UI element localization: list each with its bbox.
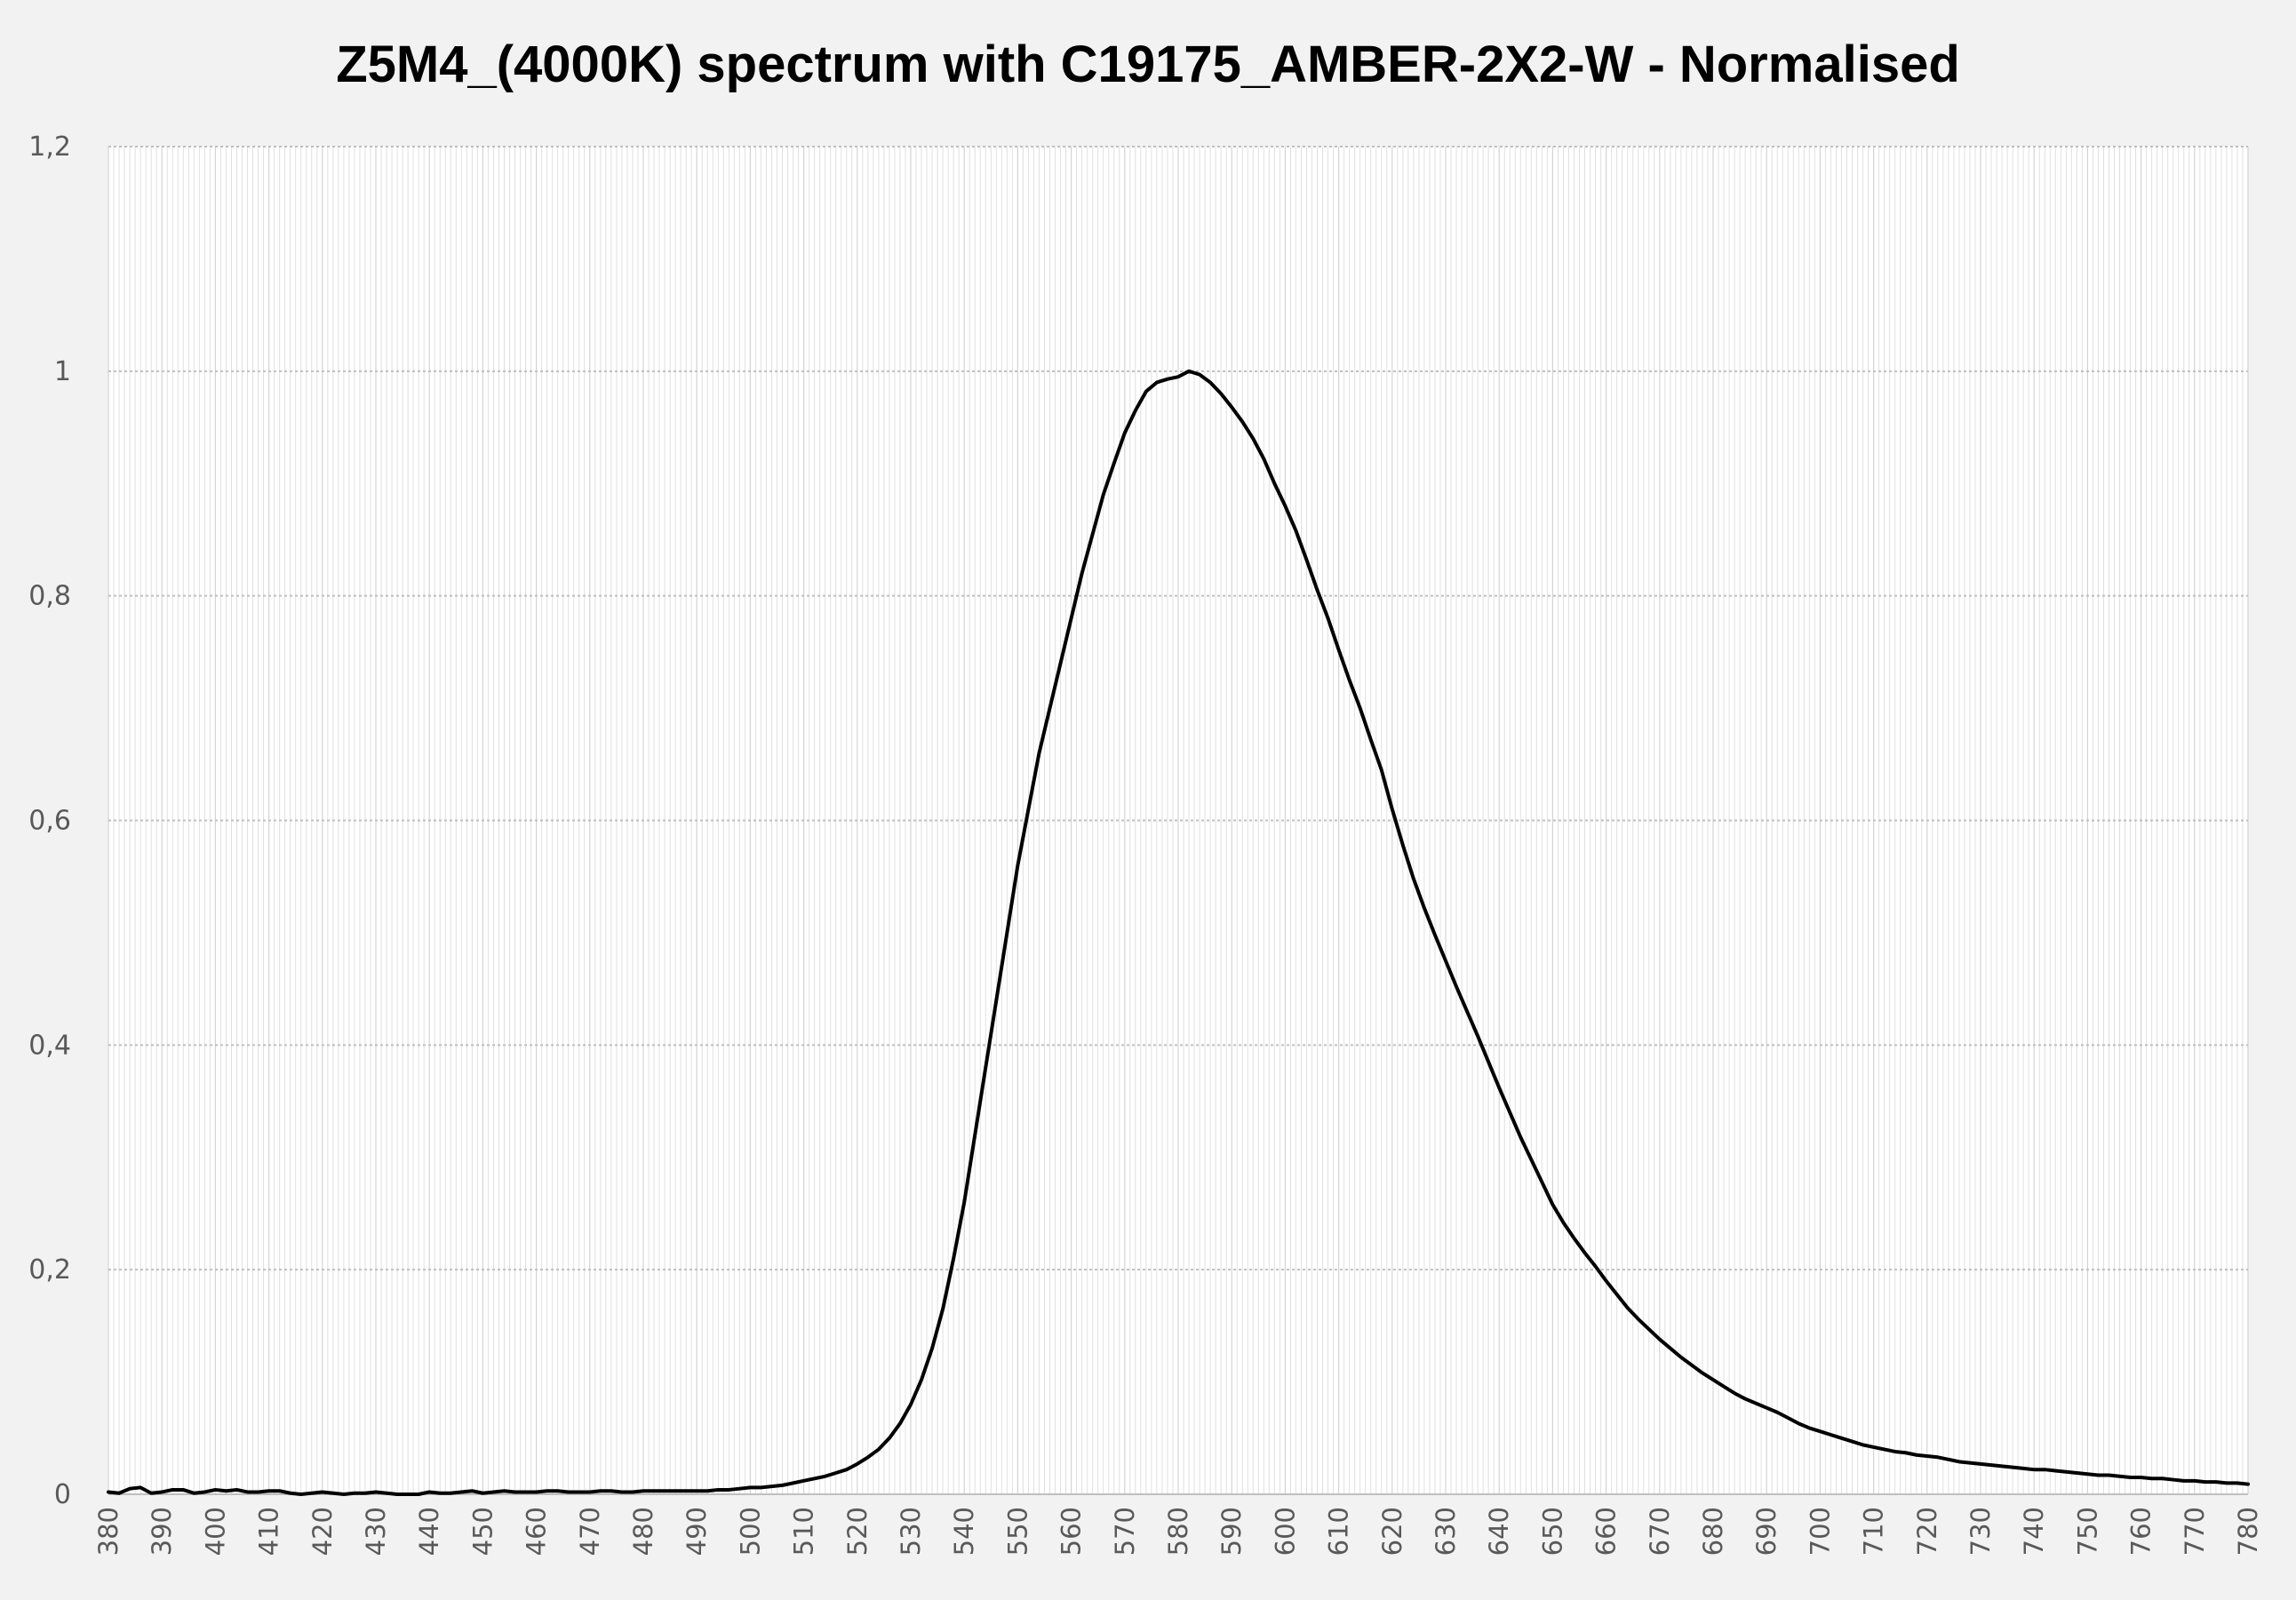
x-tick-label: 510 [789, 1507, 819, 1556]
series-line [107, 369, 2250, 1496]
y-axis-tick-labels: 0 0,2 0,4 0,6 0,8 1 1,2 [28, 131, 71, 1510]
x-tick-label: 720 [1912, 1507, 1942, 1556]
x-tick-label: 730 [1965, 1507, 1996, 1556]
x-tick-label: 400 [200, 1507, 230, 1556]
x-tick-label: 630 [1431, 1507, 1461, 1556]
x-tick-label: 780 [2233, 1507, 2263, 1556]
chart-title: Z5M4_(4000K) spectrum with C19175_AMBER-… [336, 36, 1960, 93]
x-tick-label: 760 [2126, 1507, 2156, 1556]
x-tick-label: 530 [896, 1507, 926, 1556]
x-tick-label: 460 [522, 1507, 552, 1556]
x-tick-label: 410 [254, 1507, 284, 1556]
y-tick-label: 0,8 [28, 581, 71, 612]
x-tick-label: 430 [361, 1507, 391, 1556]
x-tick-label: 420 [307, 1507, 338, 1556]
x-tick-label: 540 [949, 1507, 979, 1556]
x-tick-label: 710 [1859, 1507, 1889, 1556]
x-tick-label: 520 [842, 1507, 873, 1556]
x-tick-label: 700 [1805, 1507, 1835, 1556]
x-tick-label: 670 [1645, 1507, 1675, 1556]
y-tick-label: 0,6 [28, 806, 71, 837]
x-tick-label: 450 [467, 1507, 498, 1556]
y-tick-label: 1 [54, 356, 71, 387]
x-tick-label: 600 [1270, 1507, 1300, 1556]
x-tick-label: 770 [2180, 1507, 2210, 1556]
x-tick-label: 740 [2019, 1507, 2049, 1556]
x-tick-label: 620 [1377, 1507, 1407, 1556]
x-tick-label: 750 [2072, 1507, 2102, 1556]
x-tick-label: 590 [1216, 1507, 1247, 1556]
x-tick-label: 560 [1056, 1507, 1087, 1556]
x-tick-label: 490 [682, 1507, 712, 1556]
y-tick-label: 1,2 [28, 131, 71, 163]
x-tick-label: 480 [628, 1507, 658, 1556]
x-tick-label: 610 [1324, 1507, 1354, 1556]
x-tick-label: 390 [147, 1507, 177, 1556]
x-axis-tick-labels: 380 390 400 410 420 430 440 450 460 470 480 490 500 5… [93, 1507, 2263, 1556]
x-tick-label: 470 [575, 1507, 605, 1556]
x-tick-label: 640 [1484, 1507, 1514, 1556]
x-tick-label: 580 [1163, 1507, 1193, 1556]
x-tick-label: 570 [1110, 1507, 1140, 1556]
y-tick-label: 0,2 [28, 1254, 71, 1286]
major-gridlines [108, 146, 2249, 1494]
x-tick-label: 440 [414, 1507, 444, 1556]
x-tick-label: 660 [1591, 1507, 1622, 1556]
x-tick-label: 680 [1698, 1507, 1728, 1556]
x-tick-label: 650 [1537, 1507, 1567, 1556]
y-tick-label: 0 [54, 1479, 71, 1510]
x-tick-label: 690 [1751, 1507, 1782, 1556]
x-tick-label: 550 [1002, 1507, 1032, 1556]
x-tick-label: 380 [93, 1507, 124, 1556]
x-tick-label: 500 [735, 1507, 765, 1556]
y-tick-label: 0,4 [28, 1030, 71, 1061]
